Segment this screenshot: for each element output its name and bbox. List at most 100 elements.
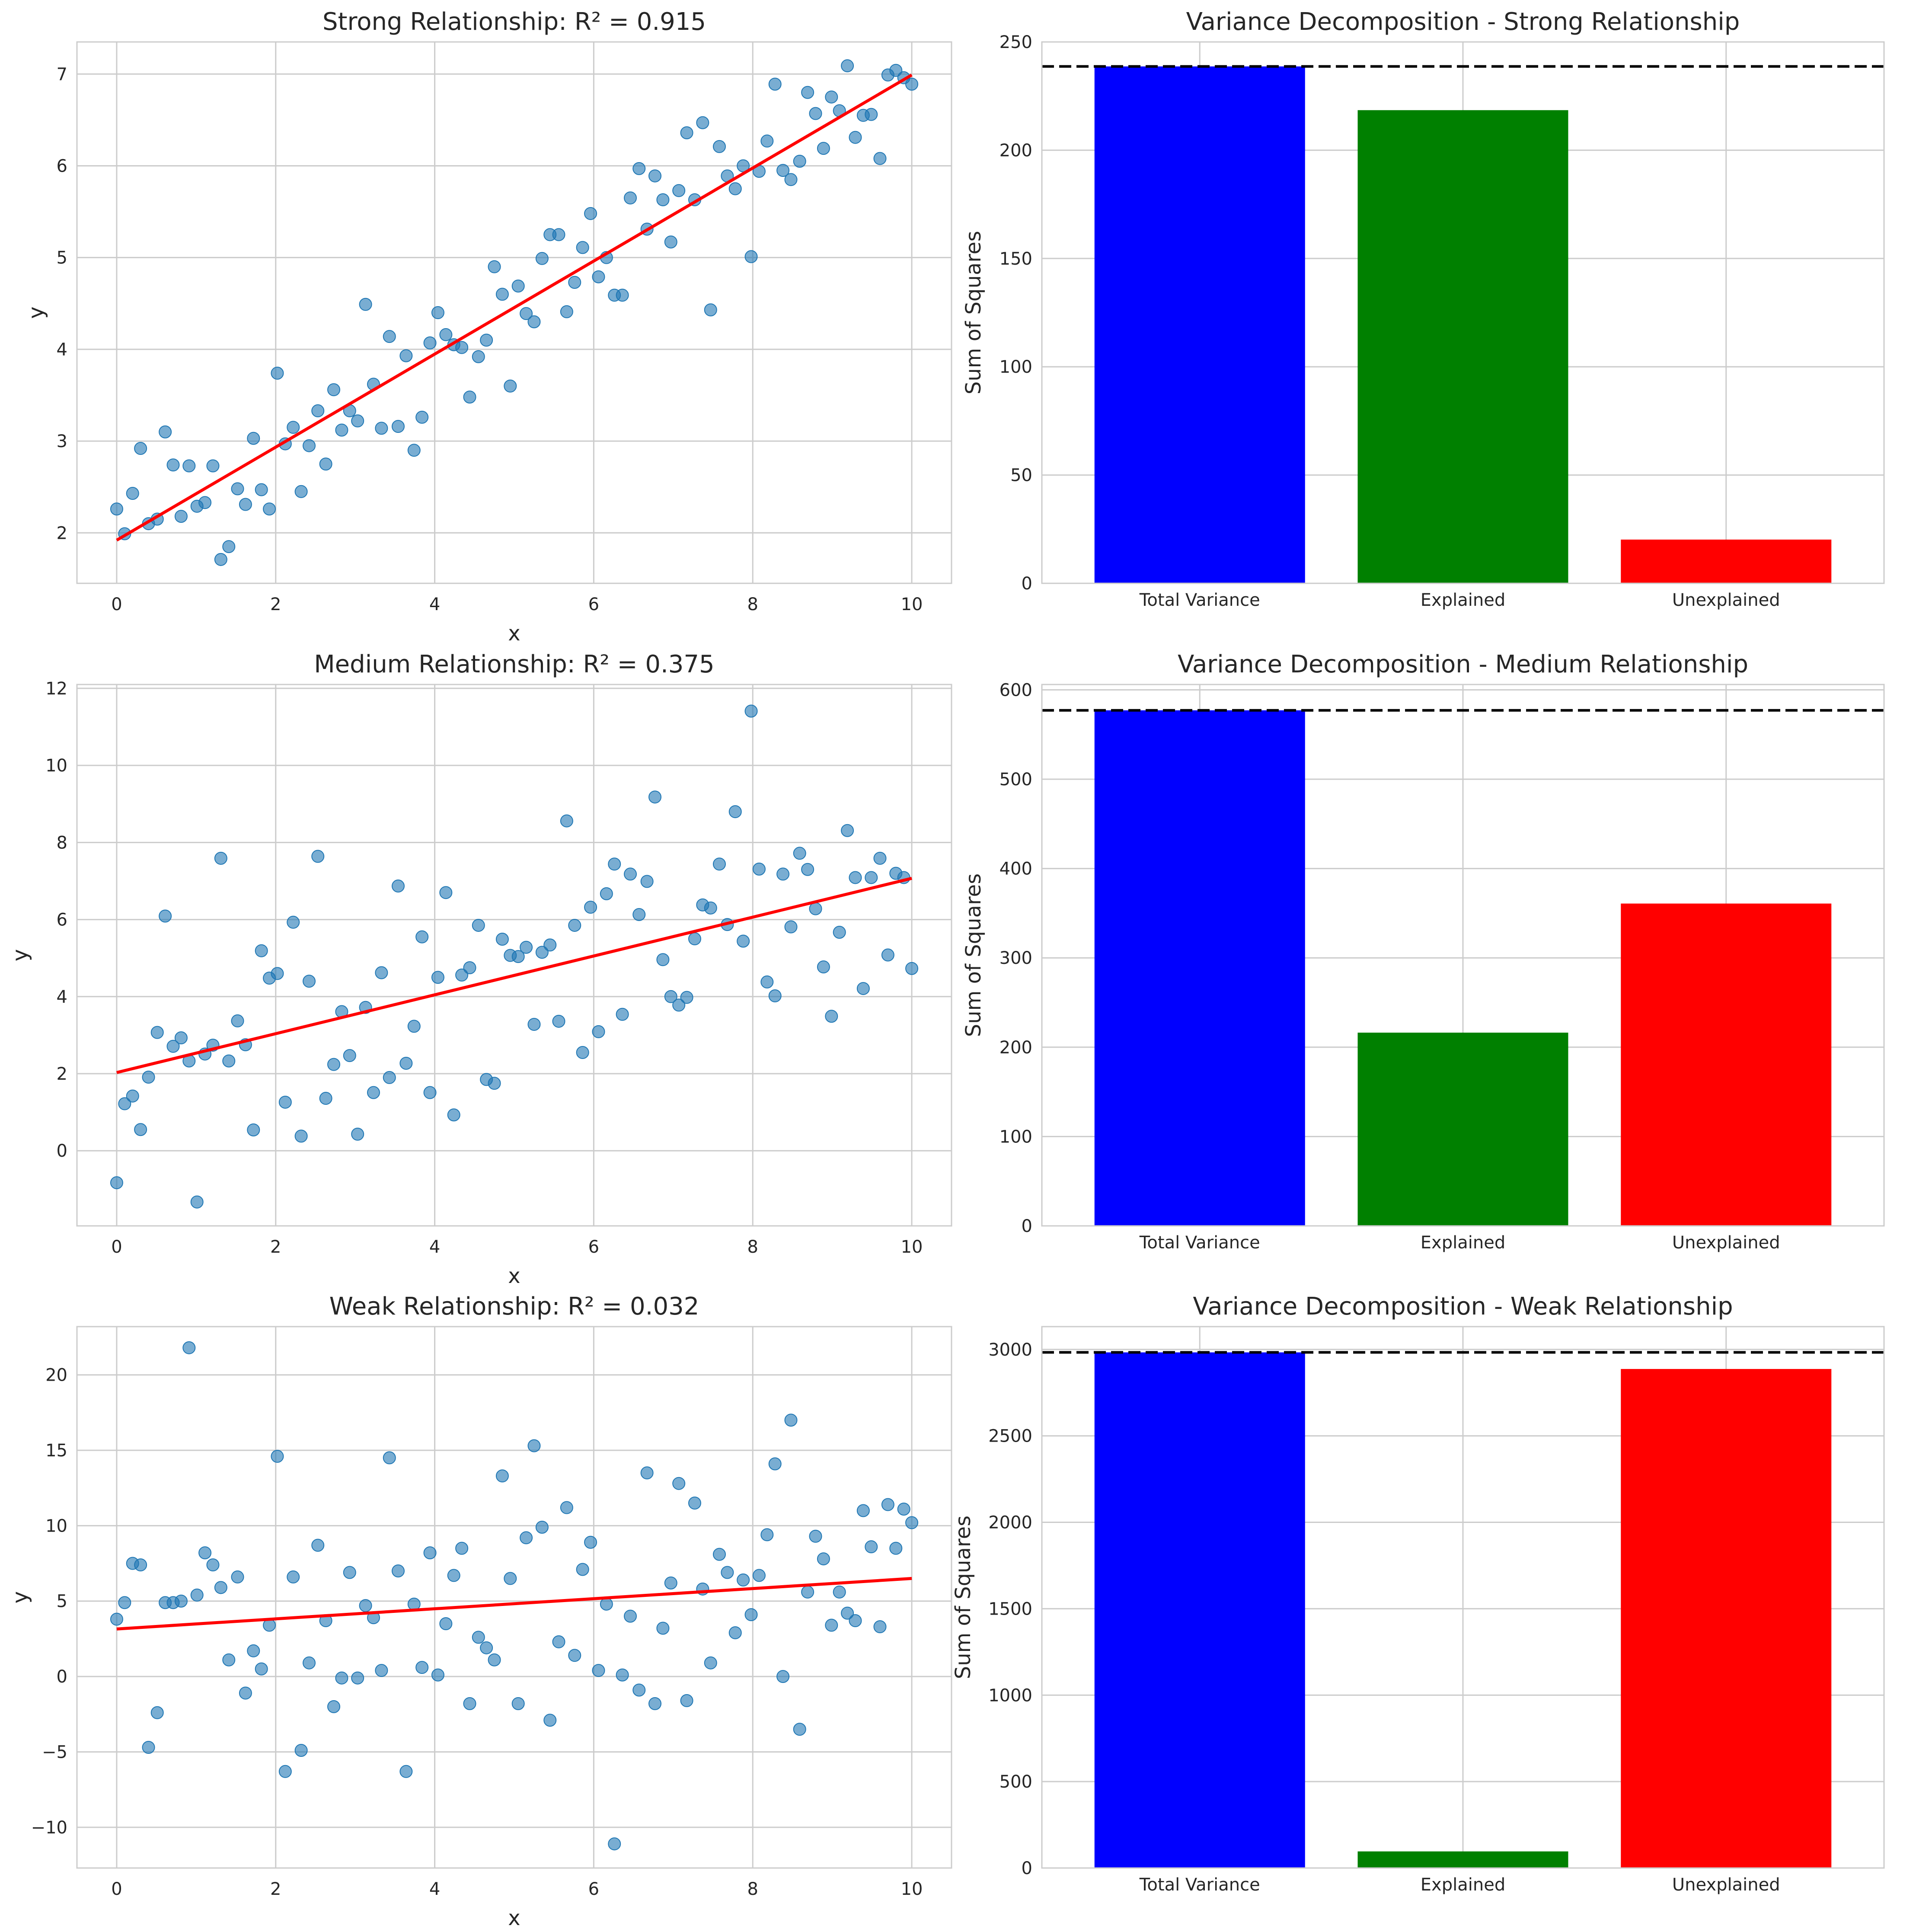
data-point <box>495 1469 509 1483</box>
y-tick-label: 1000 <box>988 1686 1032 1705</box>
data-point <box>407 1020 421 1033</box>
y-tick-label: 200 <box>1000 141 1032 160</box>
y-axis-label: Sum of Squares <box>961 231 986 394</box>
chart-title: Weak Relationship: R² = 0.032 <box>329 1292 699 1321</box>
data-point <box>206 459 220 473</box>
x-tick-label: 4 <box>429 595 440 614</box>
data-point <box>375 1664 388 1677</box>
data-point <box>760 134 774 148</box>
data-point <box>584 207 597 220</box>
data-point <box>423 1546 437 1560</box>
y-tick-label: −10 <box>31 1818 67 1838</box>
data-point <box>480 1641 493 1654</box>
data-point <box>881 1498 894 1511</box>
data-point <box>576 241 589 254</box>
data-point <box>793 1723 806 1736</box>
bar-explained <box>1357 110 1568 584</box>
y-tick-label: 150 <box>1000 249 1032 269</box>
x-tick-label: 2 <box>270 595 281 614</box>
data-point <box>656 193 670 206</box>
data-point <box>616 1008 629 1021</box>
y-tick-label: 250 <box>1000 32 1032 52</box>
data-point <box>278 1765 292 1778</box>
y-tick-label: 7 <box>57 64 67 84</box>
y-tick-label: 0 <box>1022 1216 1032 1236</box>
y-tick-label: 4 <box>57 987 67 1007</box>
data-point <box>126 1089 139 1103</box>
data-point <box>560 814 573 828</box>
data-point <box>472 1631 485 1644</box>
data-point <box>294 1129 308 1143</box>
data-point <box>239 1686 252 1700</box>
data-point <box>568 275 581 289</box>
data-point <box>793 847 806 860</box>
x-tick-label: 6 <box>588 1879 599 1899</box>
data-point <box>150 1706 164 1719</box>
data-point <box>278 1095 292 1109</box>
x-axis-label: x <box>508 1906 520 1930</box>
data-point <box>592 270 605 284</box>
data-point <box>439 328 453 341</box>
y-axis-label: Sum of Squares <box>951 1516 975 1679</box>
data-point <box>495 288 509 301</box>
plot-frame <box>76 684 952 1227</box>
data-point <box>841 1606 854 1620</box>
plot-frame <box>1041 684 1885 1227</box>
data-point <box>825 90 838 104</box>
data-point <box>110 1176 123 1190</box>
data-point <box>881 948 894 962</box>
y-tick-label: 5 <box>57 1592 67 1612</box>
chart-title: Variance Decomposition - Weak Relationsh… <box>1193 1292 1733 1321</box>
data-point <box>375 422 388 435</box>
data-point <box>592 1025 605 1038</box>
y-tick-label: 12 <box>45 679 67 699</box>
data-point <box>391 880 405 893</box>
data-point <box>768 989 782 1003</box>
data-point <box>463 390 476 404</box>
data-point <box>480 333 493 347</box>
plot-frame <box>1041 1326 1885 1869</box>
data-point <box>568 1649 581 1662</box>
data-point <box>327 1058 341 1071</box>
y-tick-label: 3000 <box>988 1340 1032 1360</box>
chart-panel-4: Total Variance Explained Unexplained 0 100 20… <box>961 650 1885 1253</box>
data-point <box>768 77 782 91</box>
bar-total-variance <box>1094 66 1305 584</box>
data-point <box>391 1564 405 1577</box>
data-point <box>744 250 758 263</box>
data-point <box>303 439 316 452</box>
data-point <box>439 886 453 899</box>
data-point <box>303 1656 316 1670</box>
data-point <box>423 336 437 350</box>
data-point <box>134 442 147 455</box>
data-point <box>159 425 172 438</box>
regression-line <box>116 1577 912 1631</box>
data-point <box>174 1594 188 1608</box>
data-point <box>520 307 533 320</box>
x-tick-label: 10 <box>901 1879 923 1899</box>
data-point <box>576 1046 589 1059</box>
data-point <box>672 1477 686 1490</box>
data-point <box>142 1741 155 1754</box>
data-point <box>728 1626 742 1639</box>
data-point <box>664 235 677 249</box>
data-point <box>737 934 750 948</box>
x-tick-label: 8 <box>747 1879 758 1899</box>
data-point <box>624 191 637 205</box>
data-point <box>600 887 613 900</box>
data-point <box>817 1552 830 1566</box>
y-tick-label: 100 <box>1000 357 1032 377</box>
data-point <box>889 1542 903 1555</box>
data-point <box>447 1569 460 1582</box>
x-tick-label: 8 <box>747 595 758 614</box>
y-axis-label: y <box>8 949 32 961</box>
data-point <box>648 790 662 804</box>
bar-total-variance <box>1094 1352 1305 1868</box>
data-point <box>535 946 549 959</box>
y-tick-label: 4 <box>57 340 67 360</box>
data-point <box>399 1765 413 1778</box>
y-tick-label: −5 <box>42 1742 67 1762</box>
data-point <box>488 260 501 273</box>
data-point <box>311 404 325 418</box>
data-point <box>712 1548 726 1561</box>
